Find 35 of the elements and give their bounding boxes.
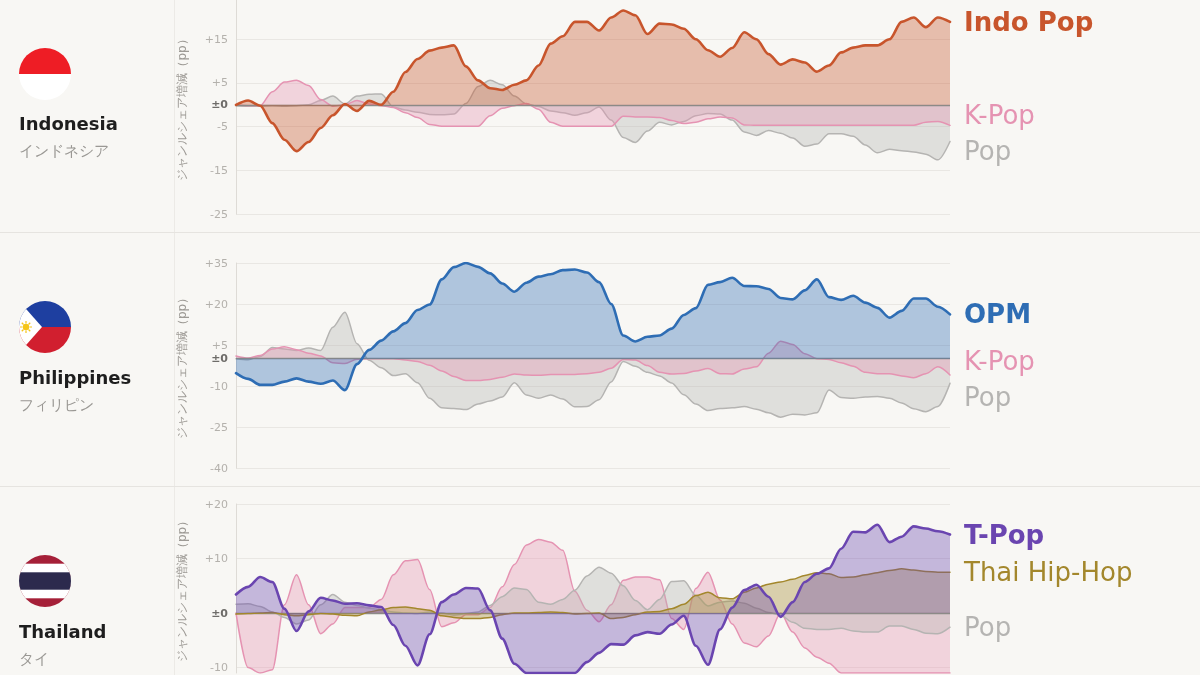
y-tick-label: -40 — [210, 461, 228, 475]
y-tick-label: -25 — [210, 420, 228, 434]
y-tick-label: +15 — [204, 32, 228, 46]
y-axis-title: ジャンルシェア増減（pp） — [175, 33, 189, 181]
text: Thailand — [19, 620, 107, 642]
y-tick-label: +5 — [211, 76, 228, 90]
text: フィリピン — [19, 395, 94, 414]
y-tick-label: +5 — [211, 338, 228, 352]
text: Indonesia — [19, 112, 118, 134]
y-tick-label: +10 — [204, 552, 228, 566]
series-label: K-Pop — [964, 346, 1035, 377]
series-label: Pop — [964, 612, 1012, 643]
text: インドネシア — [19, 141, 109, 160]
series-label: Indo Pop — [964, 6, 1094, 37]
text: タイ — [19, 649, 49, 668]
y-tick-label: -15 — [210, 163, 228, 177]
y-axis-title: ジャンルシェア増減（pp） — [175, 291, 189, 440]
y-tick-label: +20 — [204, 497, 228, 511]
y-tick-label: +20 — [204, 297, 228, 311]
y-tick-label: ±0 — [211, 352, 229, 366]
y-tick-label: -10 — [210, 661, 228, 675]
y-tick-label: -10 — [210, 379, 228, 393]
y-axis-title: ジャンルシェア増減（pp） — [175, 514, 189, 663]
series-label: Pop — [964, 136, 1012, 167]
y-tick-label: ±0 — [211, 98, 229, 112]
series-label: T-Pop — [964, 519, 1045, 550]
series-label: OPM — [964, 299, 1032, 330]
series-label: Pop — [964, 382, 1012, 413]
y-tick-label: -25 — [210, 207, 228, 221]
series-label: Thai Hip-Hop — [963, 557, 1133, 588]
y-tick-label: -5 — [217, 120, 228, 134]
y-tick-label: +35 — [204, 256, 228, 270]
y-tick-label: ±0 — [211, 606, 229, 620]
series-label: K-Pop — [964, 100, 1035, 131]
text: Philippines — [19, 366, 132, 388]
